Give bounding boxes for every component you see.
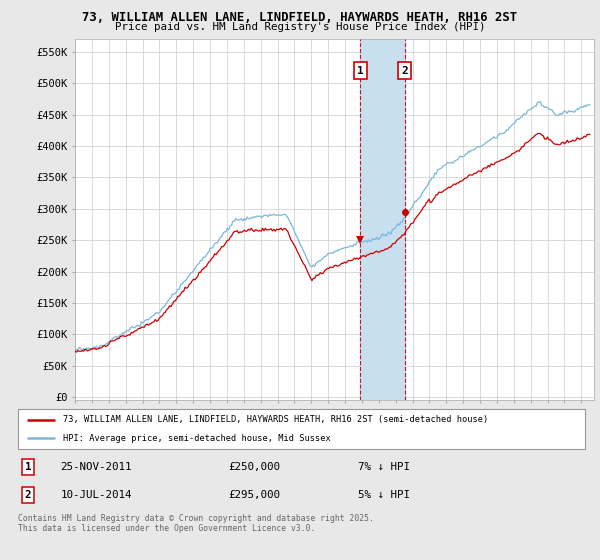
- Text: 1: 1: [357, 66, 364, 76]
- Text: 7% ↓ HPI: 7% ↓ HPI: [358, 461, 410, 472]
- Text: £295,000: £295,000: [228, 491, 280, 501]
- Text: Contains HM Land Registry data © Crown copyright and database right 2025.
This d: Contains HM Land Registry data © Crown c…: [18, 514, 374, 534]
- Text: 2: 2: [401, 66, 408, 76]
- Text: 2: 2: [25, 491, 31, 501]
- Text: 73, WILLIAM ALLEN LANE, LINDFIELD, HAYWARDS HEATH, RH16 2ST (semi-detached house: 73, WILLIAM ALLEN LANE, LINDFIELD, HAYWA…: [64, 415, 488, 424]
- Bar: [360, 39, 404, 400]
- Text: HPI: Average price, semi-detached house, Mid Sussex: HPI: Average price, semi-detached house,…: [64, 434, 331, 443]
- Text: 1: 1: [25, 461, 31, 472]
- Text: 5% ↓ HPI: 5% ↓ HPI: [358, 491, 410, 501]
- Text: 25-NOV-2011: 25-NOV-2011: [61, 461, 132, 472]
- Text: 73, WILLIAM ALLEN LANE, LINDFIELD, HAYWARDS HEATH, RH16 2ST: 73, WILLIAM ALLEN LANE, LINDFIELD, HAYWA…: [82, 11, 518, 24]
- Text: £250,000: £250,000: [228, 461, 280, 472]
- Text: Price paid vs. HM Land Registry's House Price Index (HPI): Price paid vs. HM Land Registry's House …: [115, 22, 485, 32]
- Text: 10-JUL-2014: 10-JUL-2014: [61, 491, 132, 501]
